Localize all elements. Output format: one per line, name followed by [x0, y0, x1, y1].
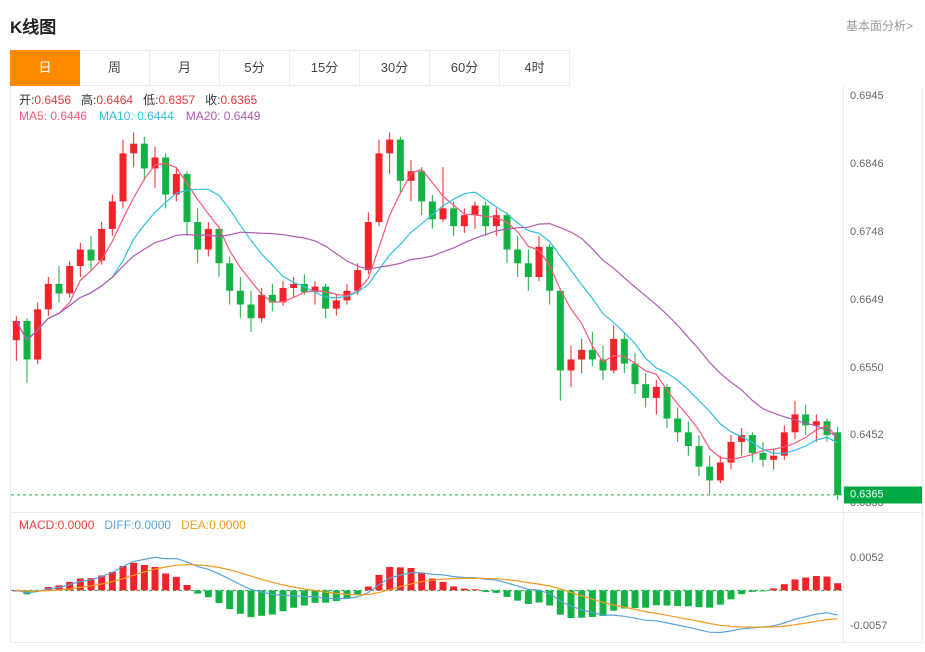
macd-value-axis: 0.0052 -0.0057: [843, 513, 922, 642]
tab-30min[interactable]: 30分: [360, 50, 430, 86]
macd-chart-canvas[interactable]: [11, 513, 843, 642]
main-chart-row: 开:0.6456 高:0.6464 低:0.6357 收:0.6365 MA5: 0.…: [11, 86, 922, 512]
ma-value: MA20: 0.6449: [185, 109, 261, 123]
tab-4hour[interactable]: 4时: [500, 50, 570, 86]
page-title: K线图: [10, 17, 57, 37]
main-chart-plot[interactable]: 开:0.6456 高:0.6464 低:0.6357 收:0.6365 MA5: 0.…: [11, 86, 843, 512]
macd-value: DIFF:0.0000: [104, 518, 172, 532]
axis-label: 0.6748: [850, 225, 884, 238]
ohlc-readout: 开:0.6456 高:0.6464 低:0.6357 收:0.6365: [19, 91, 267, 108]
tab-month[interactable]: 月: [150, 50, 220, 86]
axis-label: 0.0052: [850, 552, 884, 565]
current-price-badge: 0.6365: [844, 486, 922, 504]
tab-60min[interactable]: 60分: [430, 50, 500, 86]
tab-day[interactable]: 日: [10, 50, 80, 86]
ohlc-value: 0.6464: [96, 93, 134, 107]
axis-label: 0.6945: [850, 90, 884, 103]
axis-label: 0.6649: [850, 293, 884, 306]
chart-body: 开:0.6456 高:0.6464 低:0.6357 收:0.6365 MA5: 0.…: [10, 86, 923, 643]
main-price-axis: 0.6365 0.6945 0.6846 0.6748 0.6649 0.6550 0.6…: [843, 86, 922, 512]
ohlc-label: 开:: [19, 93, 35, 107]
ohlc-label: 高:: [81, 93, 97, 107]
ma-readout: MA5: 0.6446 MA10: 0.6444 MA20: 0.6449: [19, 109, 272, 123]
axis-label: 0.6550: [850, 361, 884, 374]
ohlc-label: 收:: [205, 93, 221, 107]
axis-label: 0.6452: [850, 429, 884, 442]
macd-readout: MACD:0.0000 DIFF:0.0000 DEA:0.0000: [19, 518, 256, 532]
macd-chart-plot[interactable]: MACD:0.0000 DIFF:0.0000 DEA:0.0000: [11, 513, 843, 642]
tab-5min[interactable]: 5分: [220, 50, 290, 86]
axis-label: -0.0057: [850, 619, 888, 632]
macd-value: DEA:0.0000: [181, 518, 246, 532]
page-header: K线图 基本面分析>: [0, 0, 925, 50]
period-tabbar: 日周月 5分 15分 30分 60分 4时: [10, 50, 923, 86]
axis-label: 0.6846: [850, 158, 884, 171]
kline-widget: 日周月 5分 15分 30分 60分 4时 开:0.6456 高:0.6464 低:0.635…: [10, 50, 923, 643]
ma-value: MA5: 0.6446: [19, 109, 88, 123]
macd-value: MACD:0.0000: [19, 518, 95, 532]
ma-value: MA10: 0.6444: [99, 109, 174, 123]
ohlc-label: 低:: [143, 93, 159, 107]
tab-week[interactable]: 周: [80, 50, 150, 86]
tab-15min[interactable]: 15分: [290, 50, 360, 86]
ohlc-value: 0.6365: [220, 93, 258, 107]
ohlc-value: 0.6456: [34, 93, 72, 107]
fundamental-analysis-link[interactable]: 基本面分析>: [845, 18, 913, 33]
ohlc-value: 0.6357: [158, 93, 196, 107]
macd-row: MACD:0.0000 DIFF:0.0000 DEA:0.0000 0.0052 -…: [11, 512, 922, 642]
main-chart-canvas[interactable]: [11, 86, 843, 512]
